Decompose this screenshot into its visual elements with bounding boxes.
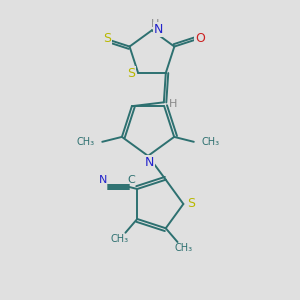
Text: N: N (154, 23, 164, 36)
Text: CH₃: CH₃ (202, 137, 220, 147)
Text: H: H (169, 99, 177, 109)
Text: S: S (187, 197, 195, 211)
Text: N: N (99, 175, 107, 185)
Text: S: S (127, 68, 135, 80)
Text: H: H (151, 20, 159, 29)
Text: N: N (144, 156, 154, 169)
Text: S: S (103, 32, 111, 45)
Text: CH₃: CH₃ (174, 243, 193, 253)
Text: C: C (128, 175, 135, 185)
Text: CH₃: CH₃ (110, 234, 129, 244)
Text: O: O (195, 32, 205, 45)
Text: CH₃: CH₃ (76, 137, 94, 147)
